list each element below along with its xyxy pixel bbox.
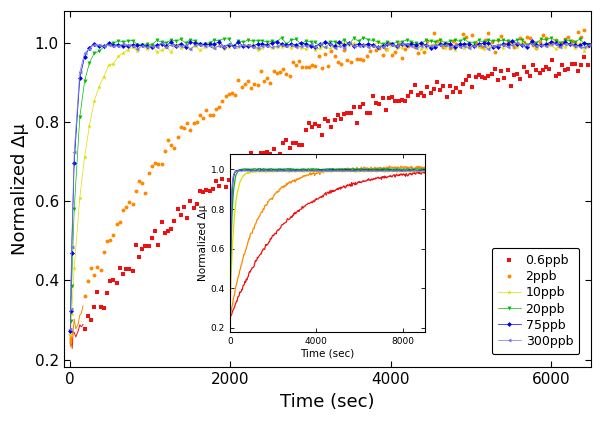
300ppb — [302, 43, 309, 49]
0.6ppb — [545, 67, 553, 72]
75ppb — [365, 41, 372, 46]
20ppb — [254, 38, 261, 43]
75ppb — [191, 41, 199, 46]
300ppb — [177, 43, 184, 48]
Line: 2ppb: 2ppb — [82, 28, 589, 298]
10ppb — [586, 41, 593, 46]
0.6ppb — [584, 62, 591, 68]
0.6ppb — [132, 243, 140, 248]
Line: 300ppb: 300ppb — [68, 41, 591, 331]
75ppb — [67, 328, 74, 333]
300ppb — [571, 43, 579, 48]
10ppb — [67, 332, 74, 337]
20ppb — [571, 40, 579, 45]
0.6ppb — [353, 120, 361, 125]
20ppb — [177, 37, 184, 42]
2ppb — [353, 57, 361, 62]
10ppb — [67, 332, 74, 337]
75ppb — [586, 43, 593, 48]
10ppb — [576, 41, 583, 46]
75ppb — [177, 41, 184, 46]
X-axis label: Time (sec): Time (sec) — [280, 393, 374, 411]
300ppb — [514, 40, 521, 45]
0.6ppb — [81, 326, 88, 331]
300ppb — [254, 45, 261, 50]
Line: 10ppb: 10ppb — [68, 38, 592, 337]
0.6ppb — [427, 91, 434, 96]
300ppb — [191, 43, 199, 48]
Line: 20ppb: 20ppb — [68, 35, 591, 333]
20ppb — [307, 39, 314, 44]
2ppb — [81, 294, 88, 299]
300ppb — [365, 44, 372, 49]
2ppb — [132, 189, 140, 194]
2ppb — [545, 41, 553, 46]
300ppb — [67, 327, 74, 332]
20ppb — [67, 329, 74, 334]
20ppb — [278, 35, 285, 40]
2ppb — [427, 44, 434, 49]
75ppb — [302, 41, 309, 46]
20ppb — [370, 38, 377, 43]
75ppb — [571, 43, 579, 48]
0.6ppb — [264, 149, 271, 154]
2ppb — [584, 43, 591, 49]
10ppb — [307, 42, 314, 47]
10ppb — [259, 46, 266, 51]
75ppb — [509, 38, 516, 43]
0.6ppb — [167, 227, 175, 232]
Line: 75ppb: 75ppb — [69, 39, 591, 333]
2ppb — [167, 142, 175, 147]
0.6ppb — [581, 55, 588, 60]
Legend: 0.6ppb, 2ppb, 10ppb, 20ppb, 75ppb, 300ppb: 0.6ppb, 2ppb, 10ppb, 20ppb, 75ppb, 300pp… — [492, 248, 579, 354]
300ppb — [586, 42, 593, 47]
10ppb — [196, 47, 203, 52]
10ppb — [436, 38, 444, 43]
Y-axis label: Normalized Δμ: Normalized Δμ — [11, 123, 29, 255]
2ppb — [264, 75, 271, 80]
20ppb — [191, 38, 199, 43]
10ppb — [370, 43, 377, 49]
20ppb — [586, 43, 593, 48]
Line: 0.6ppb: 0.6ppb — [82, 55, 589, 331]
75ppb — [254, 42, 261, 47]
10ppb — [182, 44, 189, 49]
2ppb — [581, 28, 588, 33]
